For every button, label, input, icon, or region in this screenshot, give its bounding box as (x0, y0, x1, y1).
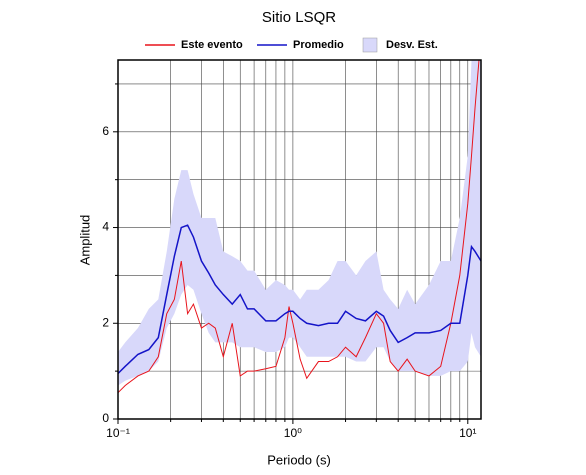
plot-area (118, 60, 481, 419)
plot-frame (117, 59, 482, 420)
series-line (118, 224, 481, 375)
series-line (118, 60, 480, 394)
x-tick-label: 10⁰ (284, 426, 302, 440)
legend-label: Desv. Est. (386, 39, 438, 51)
x-tick-label: 10¹ (459, 426, 476, 440)
axes: 0 2 4 6 10⁻¹ 10⁰ 10¹ (102, 59, 482, 440)
legend-item[interactable]: Promedio (257, 39, 344, 51)
x-axis-label: Periodo (s) (267, 452, 331, 467)
y-tick-label: 0 (102, 411, 109, 425)
legend-item[interactable]: Desv. Est. (362, 37, 438, 53)
y-tick-label: 4 (102, 220, 109, 234)
x-tick-label: 10⁻¹ (106, 426, 130, 440)
y-tick-label: 2 (102, 315, 109, 329)
y-tick-label: 6 (102, 124, 109, 138)
y-axis-label: Amplitud (77, 215, 92, 266)
legend-label: Este evento (181, 39, 243, 51)
legend-swatch (362, 37, 378, 53)
std-band (118, 60, 481, 386)
chart-title: Sitio LSQR (262, 9, 336, 26)
legend-item[interactable]: Este evento (145, 39, 243, 51)
legend-label: Promedio (293, 39, 344, 51)
